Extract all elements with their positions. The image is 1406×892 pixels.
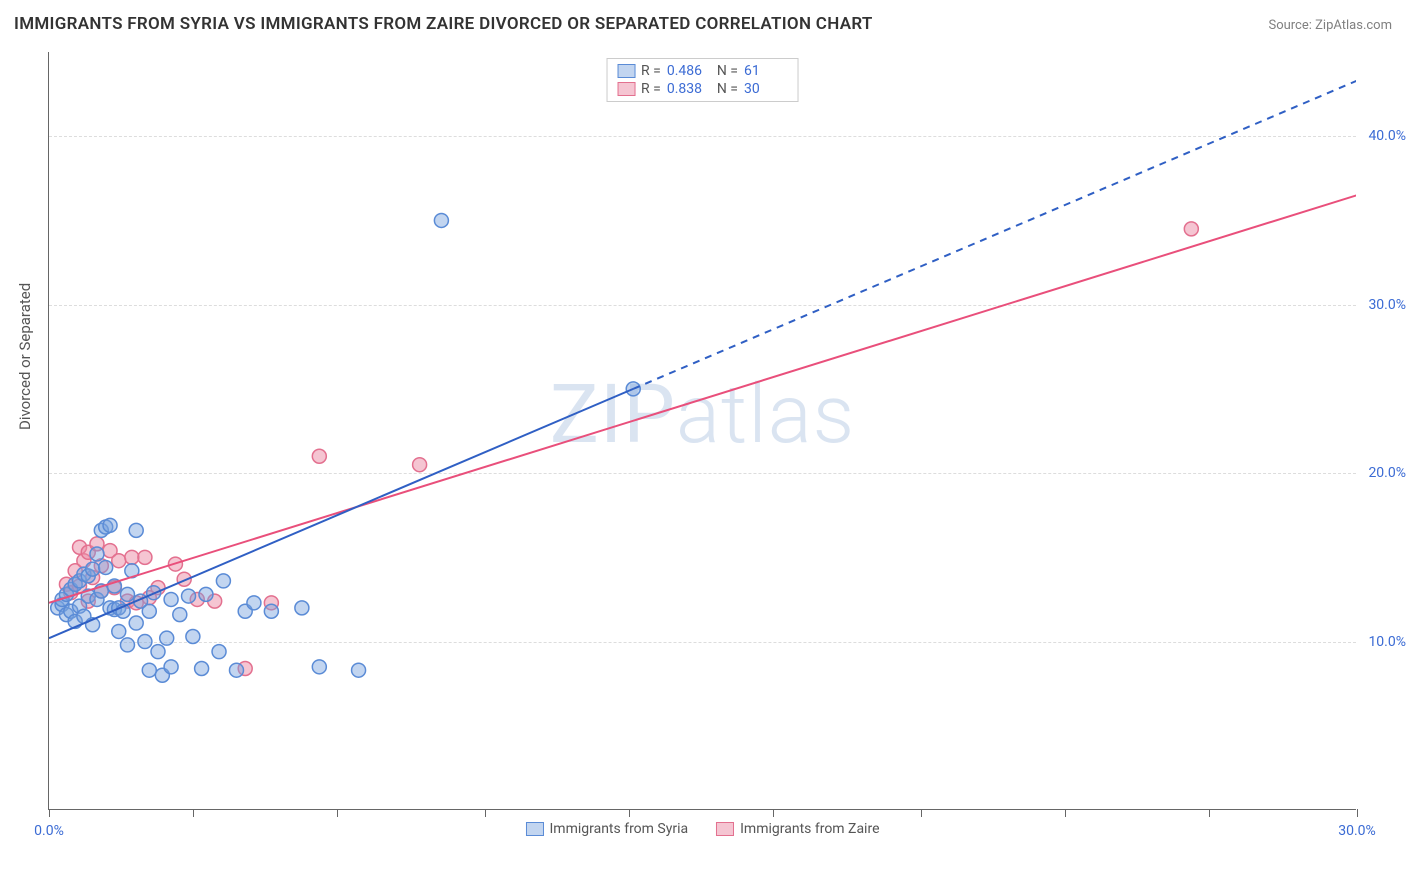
r-value: 0.838	[667, 81, 711, 97]
legend-item: Immigrants from Zaire	[716, 821, 879, 837]
ytick-label: 20.0%	[1362, 465, 1406, 481]
n-label: N =	[717, 81, 738, 97]
legend-series: Immigrants from Syria Immigrants from Za…	[525, 821, 879, 837]
legend-item: Immigrants from Syria	[525, 821, 688, 837]
series-name: Immigrants from Zaire	[740, 821, 879, 837]
r-label: R =	[641, 63, 661, 79]
n-value: 30	[744, 81, 788, 97]
xtick	[1357, 809, 1358, 817]
xtick-label: 0.0%	[34, 823, 64, 839]
source-label: Source: ZipAtlas.com	[1268, 18, 1392, 33]
n-label: N =	[717, 63, 738, 79]
legend-stats: R = 0.486 N = 61 R = 0.838 N = 30	[606, 58, 799, 102]
xtick-label: 30.0%	[1338, 823, 1376, 839]
ytick-label: 10.0%	[1362, 634, 1406, 650]
xtick	[1209, 809, 1210, 817]
r-value: 0.486	[667, 63, 711, 79]
r-label: R =	[641, 81, 661, 97]
xtick	[49, 809, 50, 817]
legend-stats-row: R = 0.838 N = 30	[617, 81, 788, 97]
series-name: Immigrants from Syria	[549, 821, 688, 837]
xtick	[1065, 809, 1066, 817]
y-axis-label: Divorced or Separated	[16, 283, 34, 430]
swatch-icon	[617, 82, 635, 96]
xtick	[193, 809, 194, 817]
legend-stats-row: R = 0.486 N = 61	[617, 63, 788, 79]
xtick	[337, 809, 338, 817]
n-value: 61	[744, 63, 788, 79]
swatch-icon	[617, 64, 635, 78]
swatch-icon	[525, 822, 543, 836]
plot-area: ZIPatlas 10.0%20.0%30.0%40.0% R = 0.486 …	[48, 52, 1356, 810]
ytick-label: 40.0%	[1362, 128, 1406, 144]
xtick	[773, 809, 774, 817]
ytick-label: 30.0%	[1362, 297, 1406, 313]
xtick	[485, 809, 486, 817]
swatch-icon	[716, 822, 734, 836]
scatter-plot-svg	[49, 52, 1356, 809]
xtick	[629, 809, 630, 817]
xtick	[921, 809, 922, 817]
chart-title: IMMIGRANTS FROM SYRIA VS IMMIGRANTS FROM…	[14, 14, 873, 34]
